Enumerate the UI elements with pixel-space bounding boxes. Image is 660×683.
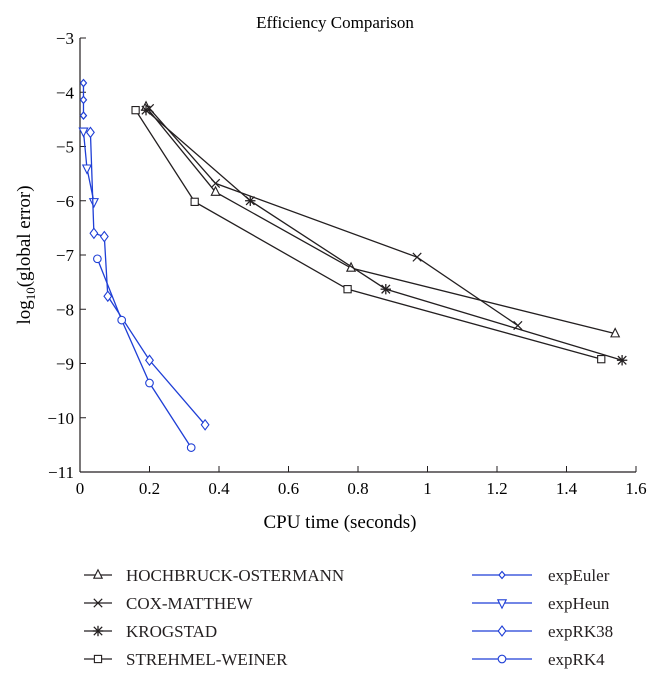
data-point-square-marker	[597, 355, 606, 364]
data-point-triangle-marker	[210, 185, 221, 196]
data-point-circle-marker	[186, 443, 196, 452]
legend-label: COX-MATTHEW	[126, 594, 253, 613]
data-point-diamond-marker	[89, 227, 99, 240]
data-point-square-marker	[190, 197, 199, 206]
x-tick-label: 1.4	[556, 479, 578, 498]
data-point-triangle-marker	[610, 327, 621, 338]
series-line	[96, 258, 192, 448]
legend-label: KROGSTAD	[126, 622, 217, 641]
data-point-diamond-marker	[497, 625, 507, 637]
series-hochbruck-ostermann	[140, 100, 621, 338]
series-exprk38	[85, 126, 210, 431]
data-point-square-marker	[131, 106, 140, 115]
y-ticks: −3 −4 −5 −6 −7 −8 −9 −10 −11	[47, 29, 86, 482]
legend-label: expRK4	[548, 650, 605, 669]
data-point-diamond-marker	[145, 354, 154, 367]
data-point-asterisk-marker	[245, 195, 256, 206]
y-tick-label: −8	[56, 300, 74, 319]
series-exprk4	[93, 254, 196, 452]
plot-axes	[79, 38, 636, 473]
legend-item-hochbruck-ostermann: HOCHBRUCK-OSTERMANN	[84, 566, 344, 585]
legend-item-expheun: expHeun	[472, 594, 610, 613]
legend-item-expeuler: expEuler	[472, 566, 610, 585]
series-line	[149, 108, 519, 327]
y-tick-label: −4	[56, 83, 75, 102]
y-tick-label: −5	[56, 138, 74, 157]
data-point-square-marker	[93, 654, 103, 664]
series-layer	[78, 78, 628, 452]
legend-item-cox-matthew: COX-MATTHEW	[84, 594, 253, 613]
x-tick-label: 1	[423, 479, 432, 498]
y-tick-label: −3	[56, 29, 74, 48]
data-point-circle-marker	[93, 254, 102, 264]
series-expeuler	[79, 78, 88, 120]
series-line	[135, 109, 602, 360]
data-point-asterisk-marker	[140, 104, 152, 116]
series-line	[145, 106, 616, 335]
legend-item-exprk4: expRK4	[472, 650, 605, 669]
series-line	[89, 132, 206, 426]
series-expheun	[78, 127, 99, 209]
y-tick-label: −10	[47, 409, 74, 428]
x-tick-label: 0.8	[347, 479, 368, 498]
y-axis-label: log10(global error)	[14, 185, 38, 324]
legend-label: expRK38	[548, 622, 613, 641]
y-tick-label: −11	[48, 463, 74, 482]
data-point-x-marker	[210, 178, 221, 189]
data-point-triangle-down-marker	[78, 127, 89, 138]
legend-label: expHeun	[548, 594, 610, 613]
series-line	[145, 109, 623, 361]
y-tick-label: −7	[56, 246, 75, 265]
legend: HOCHBRUCK-OSTERMANN COX-MATTHEW KROGSTAD ST…	[84, 566, 613, 669]
legend-item-exprk38: expRK38	[472, 622, 613, 641]
x-tick-label: 0.6	[278, 479, 299, 498]
series-krogstad	[140, 104, 628, 366]
x-tick-label: 0	[76, 479, 85, 498]
x-tick-label: 0.2	[139, 479, 160, 498]
legend-item-krogstad: KROGSTAD	[84, 622, 217, 641]
data-point-triangle-down-marker	[88, 198, 99, 209]
data-point-diamond-marker	[79, 95, 88, 105]
data-point-diamond-marker	[79, 78, 88, 88]
x-axis-label: CPU time (seconds)	[263, 512, 416, 533]
x-tick-label: 1.2	[486, 479, 507, 498]
data-point-asterisk-marker	[616, 355, 628, 366]
chart-title: Efficiency Comparison	[256, 13, 414, 32]
x-tick-label: 1.6	[625, 479, 646, 498]
data-point-diamond-marker	[99, 230, 109, 243]
data-point-circle-marker	[117, 315, 127, 325]
series-cox-matthew	[144, 103, 523, 331]
data-point-asterisk-marker	[380, 283, 391, 295]
data-point-asterisk-marker	[92, 625, 104, 637]
legend-item-strehmel-weiner: STREHMEL-WEINER	[84, 650, 288, 669]
legend-label: expEuler	[548, 566, 610, 585]
data-point-diamond-marker	[79, 111, 88, 120]
y-tick-label: −9	[56, 355, 74, 374]
series-strehmel-weiner	[131, 106, 606, 364]
data-point-x-marker	[93, 598, 103, 608]
data-point-circle-marker	[497, 654, 507, 664]
data-point-diamond-marker	[498, 570, 506, 580]
data-point-triangle-down-marker	[496, 599, 508, 610]
data-point-diamond-marker	[85, 126, 95, 139]
data-point-x-marker	[412, 252, 422, 262]
x-tick-label: 0.4	[208, 479, 230, 498]
x-ticks: 0 0.2 0.4 0.6 0.8 1 1.2 1.4 1.6	[76, 466, 647, 498]
data-point-circle-marker	[145, 378, 154, 388]
legend-label: HOCHBRUCK-OSTERMANN	[126, 566, 344, 585]
y-tick-label: −6	[56, 192, 74, 211]
data-point-diamond-marker	[200, 418, 210, 431]
data-point-triangle-down-marker	[81, 164, 93, 175]
data-point-triangle-marker	[92, 568, 104, 579]
data-point-diamond-marker	[103, 290, 113, 303]
data-point-square-marker	[343, 285, 352, 294]
legend-label: STREHMEL-WEINER	[126, 650, 288, 669]
